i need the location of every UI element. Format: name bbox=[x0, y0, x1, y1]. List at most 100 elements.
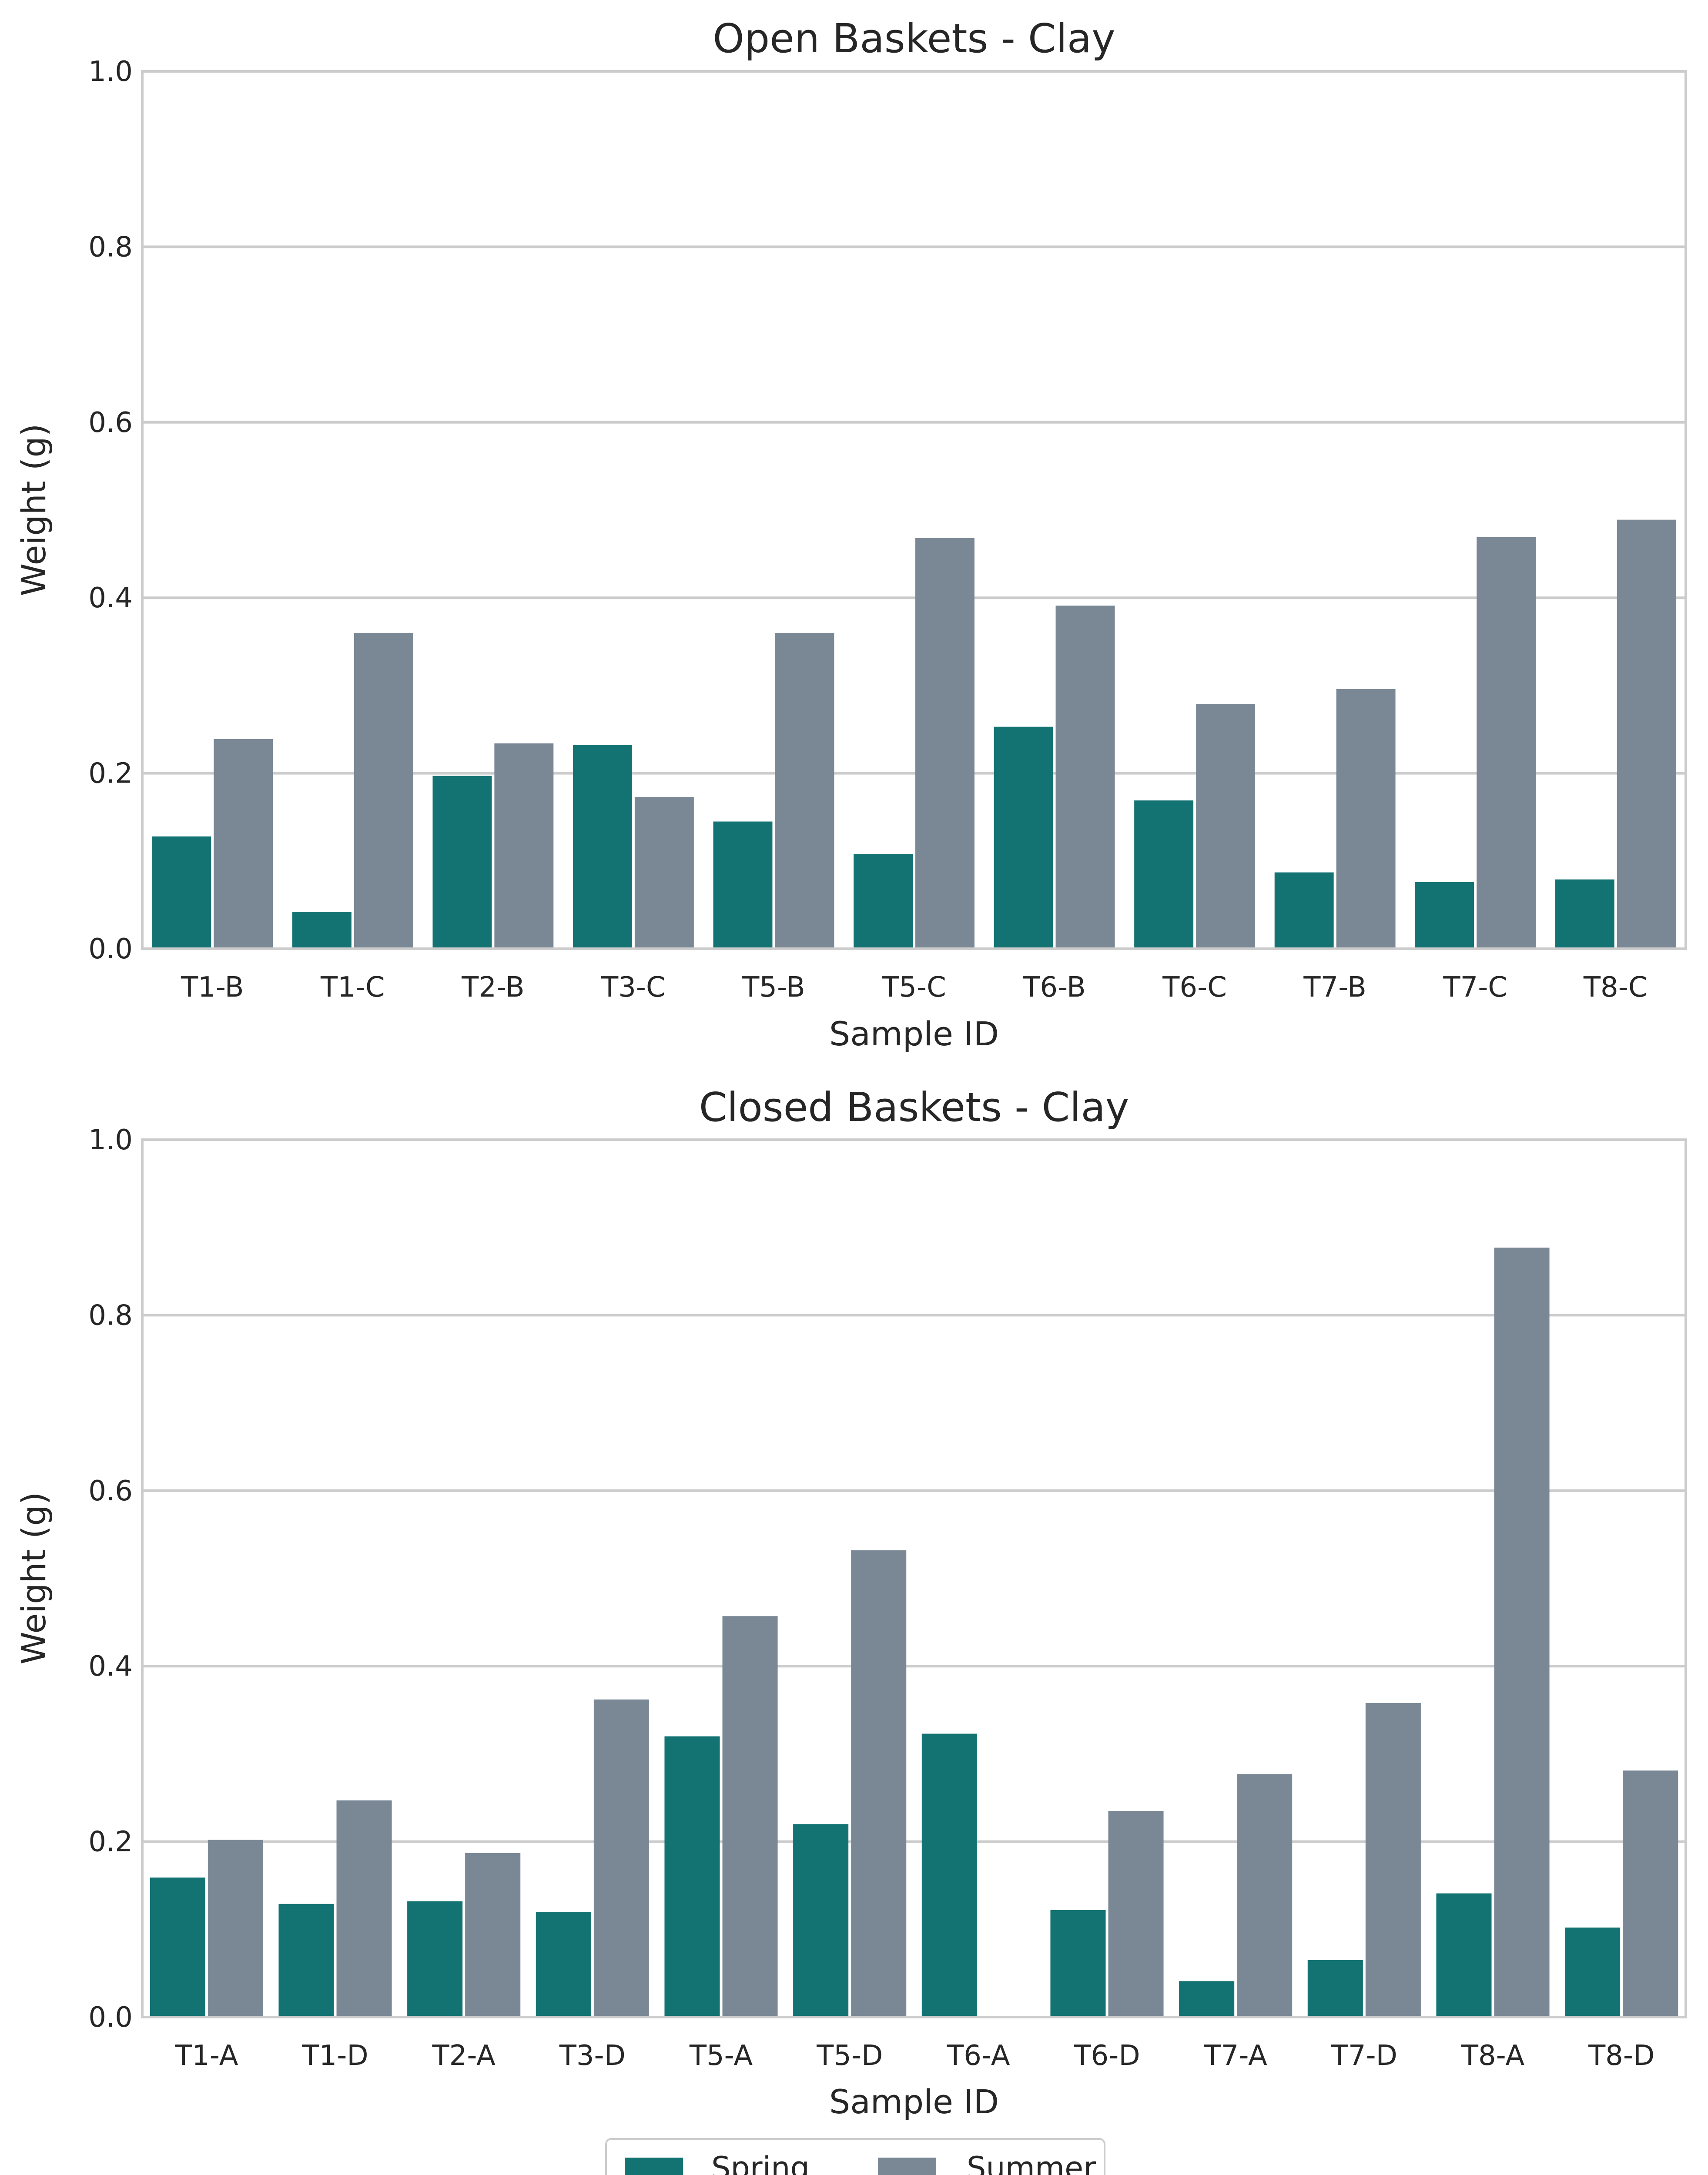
x-tick-label: T7-B bbox=[1303, 971, 1366, 1004]
y-axis-label: Weight (g) bbox=[14, 424, 53, 596]
y-tick-labels: 0.0 0.2 0.4 0.6 0.8 1.0 bbox=[88, 56, 133, 965]
bars bbox=[150, 1248, 1678, 2017]
x-tick-label: T7-A bbox=[1204, 2040, 1268, 2072]
legend: Spring Summer bbox=[605, 2138, 1105, 2175]
x-tick-label: T5-A bbox=[689, 2040, 753, 2072]
bar-spring-t7-d bbox=[1307, 1960, 1363, 2017]
bar-spring-t5-b bbox=[713, 821, 773, 949]
bar-summer-t2-b bbox=[494, 743, 554, 949]
x-tick-label: T1-D bbox=[301, 2040, 368, 2072]
y-tick-label: 1.0 bbox=[88, 56, 133, 88]
y-tick-label: 0.4 bbox=[88, 1650, 133, 1683]
x-tick-label: T5-D bbox=[816, 2040, 883, 2072]
bar-spring-t1-d bbox=[278, 1904, 334, 2017]
x-tick-label: T3-D bbox=[559, 2040, 626, 2072]
bar-summer-t3-c bbox=[634, 797, 694, 949]
legend-swatch-spring bbox=[625, 2158, 683, 2175]
bar-spring-t7-c bbox=[1415, 882, 1474, 949]
x-tick-label: T6-C bbox=[1162, 971, 1227, 1004]
plot-frame bbox=[141, 70, 1687, 950]
bar-summer-t8-d bbox=[1623, 1770, 1678, 2017]
open-baskets-chart: Open Baskets - Clay 0.0 0.2 0.4 0.6 0.8 1.0 T… bbox=[14, 15, 1687, 1053]
legend-swatch-summer bbox=[878, 2158, 936, 2175]
bar-summer-t8-a bbox=[1494, 1248, 1550, 2017]
bar-spring-t2-a bbox=[407, 1901, 463, 2017]
bar-spring-t3-c bbox=[573, 745, 632, 949]
bar-spring-t7-b bbox=[1274, 872, 1334, 949]
x-tick-label: T2-B bbox=[461, 971, 525, 1004]
x-tick-label: T1-A bbox=[174, 2040, 238, 2072]
x-tick-label: T1-C bbox=[320, 971, 385, 1004]
bar-summer-t1-d bbox=[336, 1800, 392, 2017]
bar-spring-t2-b bbox=[432, 776, 492, 949]
bar-summer-t5-d bbox=[851, 1550, 907, 2017]
y-tick-label: 0.0 bbox=[88, 933, 133, 965]
bar-spring-t6-b bbox=[994, 726, 1053, 949]
x-tick-label: T7-D bbox=[1331, 2040, 1397, 2072]
bar-spring-t6-d bbox=[1050, 1910, 1106, 2017]
x-tick-label: T5-C bbox=[881, 971, 946, 1004]
bar-summer-t3-d bbox=[593, 1699, 649, 2017]
bar-spring-t8-c bbox=[1555, 879, 1614, 949]
y-tick-label: 0.8 bbox=[88, 231, 133, 263]
bar-summer-t5-a bbox=[722, 1616, 778, 2017]
bar-summer-t6-b bbox=[1055, 606, 1115, 949]
bar-summer-t7-a bbox=[1237, 1774, 1293, 2017]
x-tick-labels: T1-A T1-D T2-A T3-D T5-A T5-D T6-A T6-D T7-A T7-D… bbox=[174, 2040, 1654, 2072]
y-tick-label: 0.6 bbox=[88, 407, 133, 439]
x-tick-label: T1-B bbox=[181, 971, 244, 1004]
closed-baskets-chart: Closed Baskets - Clay 0.0 0.2 0.4 0.6 0.8 1.0… bbox=[14, 1084, 1687, 2121]
x-tick-label: T5-B bbox=[742, 971, 805, 1004]
chart-title: Closed Baskets - Clay bbox=[699, 1084, 1129, 1131]
bar-summer-t2-a bbox=[465, 1853, 521, 2017]
bar-spring-t1-a bbox=[150, 1877, 205, 2017]
bar-spring-t7-a bbox=[1179, 1981, 1235, 2017]
x-tick-label: T3-C bbox=[601, 971, 666, 1004]
bar-summer-t8-c bbox=[1617, 519, 1676, 949]
bar-spring-t6-c bbox=[1134, 800, 1194, 949]
x-tick-label: T6-B bbox=[1022, 971, 1086, 1004]
y-tick-label: 0.4 bbox=[88, 582, 133, 614]
y-tick-labels: 0.0 0.2 0.4 0.6 0.8 1.0 bbox=[88, 1124, 133, 2034]
legend-label-summer: Summer bbox=[967, 2150, 1096, 2175]
x-tick-label: T7-C bbox=[1443, 971, 1507, 1004]
bars bbox=[152, 519, 1676, 949]
plot-frame bbox=[141, 1138, 1687, 2018]
bar-summer-t5-b bbox=[775, 632, 834, 949]
bar-spring-t5-d bbox=[793, 1824, 849, 2017]
bar-summer-t1-a bbox=[208, 1840, 263, 2017]
x-tick-label: T6-D bbox=[1073, 2040, 1140, 2072]
bar-summer-t7-b bbox=[1336, 689, 1396, 949]
y-tick-label: 0.2 bbox=[88, 1826, 133, 1858]
x-tick-label: T2-A bbox=[432, 2040, 496, 2072]
bar-summer-t6-d bbox=[1108, 1811, 1164, 2017]
x-axis-label: Sample ID bbox=[829, 2082, 999, 2121]
x-tick-label: T8-D bbox=[1588, 2040, 1654, 2072]
x-tick-label: T8-C bbox=[1583, 971, 1648, 1004]
bar-spring-t8-d bbox=[1565, 1927, 1621, 2017]
bar-spring-t1-b bbox=[152, 836, 211, 949]
y-tick-label: 0.8 bbox=[88, 1299, 133, 1332]
bar-spring-t6-a bbox=[921, 1733, 977, 2017]
x-tick-labels: T1-B T1-C T2-B T3-C T5-B T5-C T6-B T6-C T7-B T7-C… bbox=[181, 971, 1648, 1004]
x-tick-label: T8-A bbox=[1461, 2040, 1525, 2072]
bar-summer-t1-b bbox=[214, 739, 273, 949]
bar-summer-t7-d bbox=[1365, 1703, 1421, 2017]
bar-spring-t3-d bbox=[536, 1911, 591, 2017]
bar-summer-t6-c bbox=[1196, 704, 1256, 949]
bar-spring-t8-a bbox=[1436, 1893, 1492, 2017]
bar-summer-t5-c bbox=[915, 538, 975, 949]
x-axis-label: Sample ID bbox=[829, 1014, 999, 1053]
y-tick-label: 0.2 bbox=[88, 758, 133, 790]
bar-summer-t1-c bbox=[354, 632, 413, 949]
y-tick-label: 1.0 bbox=[88, 1124, 133, 1156]
y-axis-label: Weight (g) bbox=[14, 1492, 53, 1664]
y-tick-label: 0.6 bbox=[88, 1475, 133, 1507]
bar-spring-t5-a bbox=[664, 1736, 720, 2017]
chart-title: Open Baskets - Clay bbox=[713, 15, 1115, 62]
bar-spring-t5-c bbox=[854, 854, 913, 949]
legend-box bbox=[605, 2138, 1105, 2175]
bar-summer-t7-c bbox=[1477, 537, 1536, 949]
bar-spring-t1-c bbox=[292, 912, 352, 949]
